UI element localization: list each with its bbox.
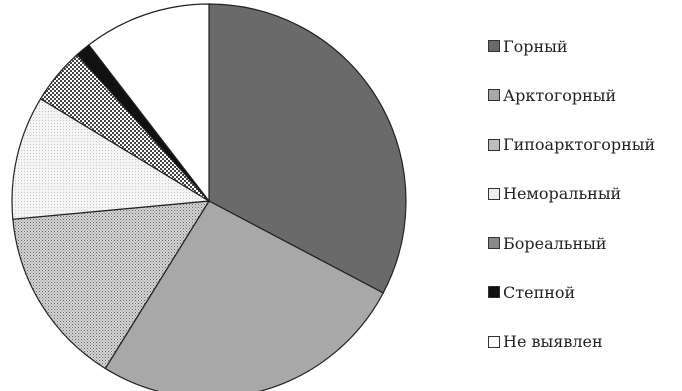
legend-label: Бореальный — [503, 233, 607, 253]
legend: Горный Арктогорный Гипоарктогорный Немор… — [488, 33, 655, 378]
legend-item-gipoarktogorny: Гипоарктогорный — [488, 132, 655, 158]
pie-slice-2 — [12, 200, 211, 370]
legend-item-nemoralny: Неморальный — [488, 181, 655, 207]
legend-label: Горный — [503, 36, 568, 56]
pie-slice-6 — [88, 3, 210, 203]
legend-swatch — [488, 237, 500, 250]
legend-swatch — [488, 89, 500, 102]
legend-label: Не выявлен — [503, 332, 603, 352]
pie-slice-3 — [11, 97, 211, 220]
legend-label: Неморальный — [503, 184, 622, 204]
legend-swatch — [488, 40, 500, 52]
legend-swatch — [488, 187, 500, 200]
legend-label: Степной — [503, 282, 576, 302]
legend-item-borealny: Бореальный — [488, 230, 655, 256]
legend-label: Арктогорный — [503, 85, 617, 105]
legend-item-gorny: Горный — [488, 33, 655, 59]
legend-label: Гипоарктогорный — [503, 135, 656, 155]
legend-swatch — [488, 286, 500, 299]
legend-item-arktogorny: Арктогорный — [488, 82, 655, 108]
legend-swatch — [488, 335, 500, 348]
pie-slice-1 — [104, 200, 385, 391]
legend-item-ne-vyyavlen: Не выявлен — [488, 329, 655, 355]
legend-swatch — [488, 138, 500, 151]
legend-item-stepnoy: Степной — [488, 279, 655, 305]
pie-slice-0 — [208, 3, 407, 294]
